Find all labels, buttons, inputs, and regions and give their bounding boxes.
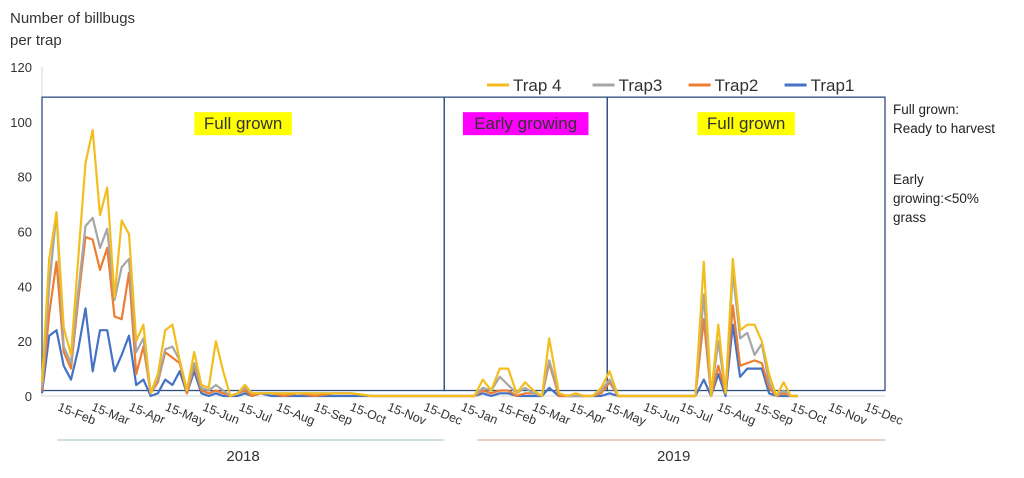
x-tick-label: 15-Apr	[568, 400, 608, 427]
y-tick-label: 120	[10, 60, 32, 75]
year-labels: 2018 2019	[57, 439, 885, 465]
region-label: Early growing	[474, 114, 577, 133]
region-label-highlight	[697, 112, 795, 136]
legend-label: Trap2	[715, 76, 759, 95]
x-tick-label: 15-Aug	[274, 400, 317, 428]
y-axis-title: Number of billbugs per trap	[10, 10, 136, 49]
x-tick-label: 15-Nov	[826, 400, 869, 428]
x-tick-label: 15-Aug	[715, 400, 758, 428]
y-tick-label: 0	[25, 389, 32, 404]
x-tick-label: 15-Oct	[348, 400, 389, 427]
growth-regions: Full grown Early growing Full grown	[41, 96, 886, 392]
x-tick-label: 15-Nov	[385, 400, 428, 428]
note-early-growing: Early growing:<50% grass	[893, 172, 979, 225]
y-tick-label: 60	[18, 225, 32, 240]
legend-label: Trap1	[811, 76, 855, 95]
x-tick-label: 15-May	[163, 400, 208, 429]
series-lines	[40, 129, 798, 398]
x-tick-label: 15-Jul	[237, 400, 274, 426]
region-box	[443, 96, 608, 392]
note-full-grown: Full grown: Ready to harvest	[893, 102, 996, 136]
x-tick-label: 15-Dec	[863, 400, 906, 428]
x-tick-label: 15-May	[604, 400, 649, 429]
series-line-trap4	[40, 129, 798, 398]
legend-label: Trap 4	[513, 76, 562, 95]
y-tick-label: 80	[18, 170, 32, 185]
x-tick-label: 15-Jan	[459, 400, 500, 427]
x-tick-label: 15-Mar	[90, 400, 132, 428]
x-tick-label: 15-Sep	[753, 400, 796, 428]
series-line-trap3	[40, 211, 798, 398]
region-label: Full grown	[707, 114, 785, 133]
year-label: 2018	[226, 448, 259, 465]
x-tick-label: 15-Feb	[497, 400, 539, 428]
x-tick-label: 15-Oct	[789, 400, 830, 427]
y-tick-label: 40	[18, 279, 32, 294]
x-tick-label: 15-Dec	[422, 400, 465, 428]
region-box	[606, 96, 886, 392]
region-label: Full grown	[204, 114, 282, 133]
region-label-highlight	[462, 112, 589, 136]
x-tick-label: 15-Feb	[56, 400, 98, 428]
x-tick-label: 15-Jun	[642, 400, 683, 427]
x-tick-label: 15-Sep	[312, 400, 355, 428]
x-tick-label: 15-Jul	[678, 400, 715, 426]
x-tick-label: 15-Jun	[201, 400, 242, 427]
y-tick-label: 20	[18, 334, 32, 349]
y-tick-label: 100	[10, 115, 32, 130]
legend-label: Trap3	[619, 76, 663, 95]
year-label: 2019	[657, 448, 690, 465]
x-tick-label: 15-Mar	[530, 400, 572, 428]
legend: Trap 4 Trap3 Trap2 Trap1	[487, 76, 854, 95]
region-label-highlight	[194, 112, 292, 136]
x-tick-label: 15-Apr	[127, 400, 167, 427]
series-line-trap2	[40, 235, 798, 398]
